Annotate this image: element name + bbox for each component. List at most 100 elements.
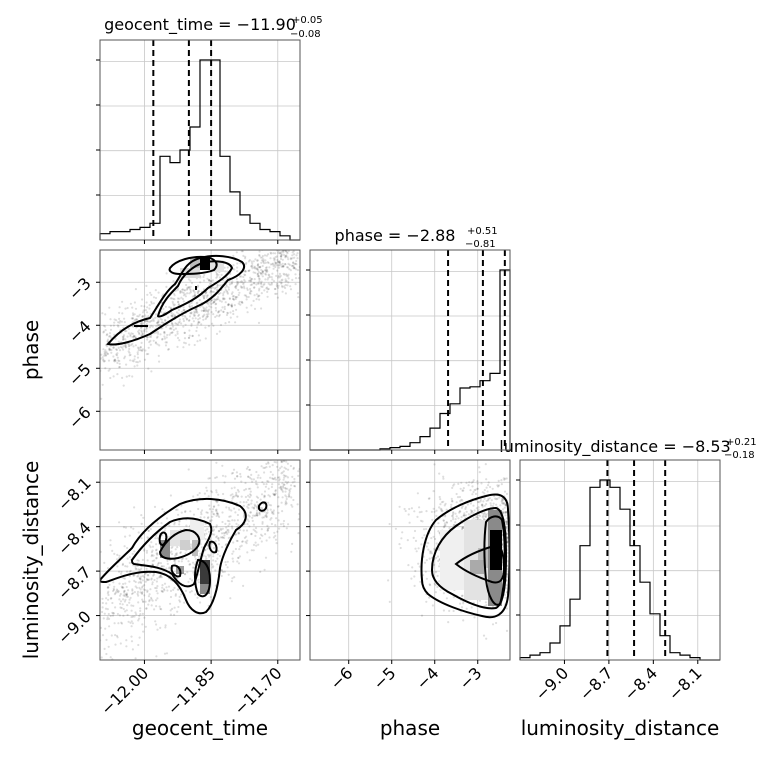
sample-point — [228, 297, 231, 301]
sample-point — [146, 335, 149, 339]
x-tick-label: −6 — [326, 663, 356, 693]
sample-point — [440, 508, 443, 511]
sample-point — [272, 511, 275, 514]
sample-point — [203, 492, 206, 495]
sample-point — [220, 300, 223, 303]
sample-point — [287, 481, 290, 484]
sample-point — [252, 447, 254, 449]
sample-point — [207, 303, 210, 306]
sample-point — [236, 513, 239, 517]
sample-point — [219, 323, 223, 327]
sample-point — [182, 325, 185, 328]
sample-point — [225, 530, 228, 533]
sample-point — [130, 344, 133, 347]
sample-point — [225, 526, 228, 529]
sample-point — [189, 591, 192, 594]
sample-point — [135, 318, 138, 321]
sample-point — [452, 484, 455, 487]
sample-point — [261, 285, 264, 288]
sample-point — [222, 294, 225, 297]
sample-point — [233, 495, 236, 498]
sample-point — [237, 532, 241, 535]
sample-point — [235, 280, 239, 283]
sample-point — [303, 242, 305, 244]
sample-point — [267, 276, 270, 279]
sample-point — [129, 569, 132, 573]
sample-point — [204, 538, 207, 541]
title-luminosity_distance-minus: −0.18 — [724, 450, 755, 461]
sample-point — [144, 625, 147, 628]
sample-point — [267, 445, 269, 447]
sample-point — [112, 587, 115, 590]
sample-point — [267, 501, 270, 504]
sample-point — [146, 589, 149, 592]
sample-point — [125, 363, 128, 366]
sample-point — [112, 346, 115, 349]
sample-point — [271, 262, 275, 265]
sample-point — [220, 273, 223, 276]
sample-point — [175, 323, 178, 326]
sample-point — [177, 300, 180, 303]
sample-point — [193, 311, 196, 314]
sample-point — [205, 296, 208, 299]
sample-point — [116, 636, 119, 639]
sample-point — [226, 312, 229, 315]
sample-point — [96, 617, 98, 619]
panel-frames — [99, 39, 721, 661]
sample-point — [260, 493, 264, 496]
sample-point — [434, 591, 437, 594]
sample-point — [226, 266, 229, 269]
sample-point — [223, 305, 226, 308]
sample-point — [213, 505, 216, 508]
sample-point — [125, 593, 128, 596]
sample-point — [217, 310, 220, 314]
sample-point — [145, 607, 148, 610]
sample-point — [506, 536, 509, 539]
sample-point — [439, 507, 442, 510]
sample-point — [305, 254, 307, 256]
sample-point — [265, 269, 268, 272]
sample-point — [419, 519, 423, 522]
sample-point — [250, 277, 253, 281]
sample-point — [444, 515, 447, 518]
sample-point — [265, 254, 268, 257]
sample-point — [248, 468, 252, 471]
sample-point — [230, 292, 233, 295]
sample-point — [123, 589, 126, 592]
sample-point — [207, 477, 210, 480]
sample-point — [296, 252, 299, 255]
sample-point — [111, 611, 114, 614]
sample-point — [91, 345, 93, 347]
sample-point — [506, 536, 509, 539]
sample-point — [302, 505, 304, 507]
sample-point — [133, 358, 136, 361]
sample-point — [215, 272, 218, 275]
sample-point — [113, 585, 116, 588]
sample-point — [131, 359, 134, 362]
sample-point — [240, 280, 243, 283]
sample-point — [196, 291, 199, 294]
sample-point — [184, 342, 187, 345]
sample-point — [249, 511, 252, 514]
sample-point — [278, 261, 281, 264]
sample-point — [148, 599, 151, 602]
sample-point — [108, 625, 111, 628]
sample-point — [442, 519, 445, 522]
sample-point — [177, 309, 180, 312]
sample-point — [134, 344, 137, 347]
sample-point — [113, 360, 116, 363]
sample-point — [471, 510, 474, 513]
sample-point — [470, 606, 473, 609]
sample-point — [496, 484, 499, 487]
sample-point — [266, 290, 269, 293]
sample-point — [130, 604, 133, 607]
sample-point — [108, 583, 111, 586]
sample-point — [205, 511, 208, 514]
sample-point — [226, 528, 229, 532]
sample-point — [235, 493, 238, 496]
sample-point — [147, 346, 150, 349]
sample-point — [218, 315, 221, 318]
sample-point — [284, 283, 287, 287]
sample-point — [239, 472, 242, 476]
sample-point — [100, 656, 103, 659]
